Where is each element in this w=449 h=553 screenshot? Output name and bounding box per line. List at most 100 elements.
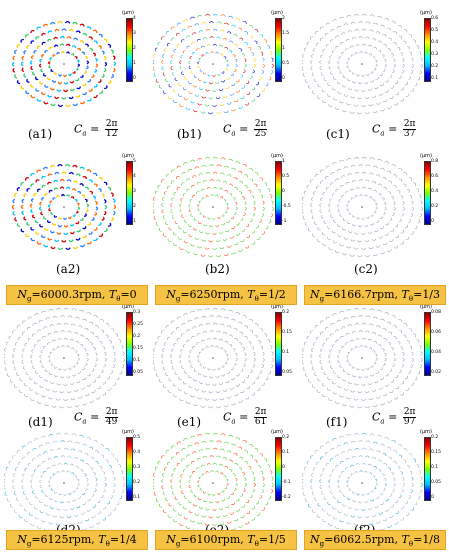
mode-arc — [181, 333, 185, 337]
mode-arc — [75, 361, 79, 365]
mode-arc — [162, 233, 167, 237]
mode-arc — [361, 217, 365, 220]
mode-arc — [198, 57, 202, 61]
mode-arc — [208, 255, 214, 258]
mode-arc — [12, 55, 16, 61]
mode-arc — [21, 360, 24, 365]
ca-formula-b1: Ca = 2π 25 — [223, 119, 268, 139]
mode-arc — [75, 237, 81, 241]
mode-arc — [310, 330, 314, 334]
mode-arc — [57, 104, 64, 108]
mode-arc — [56, 89, 62, 92]
mode-arc — [229, 344, 233, 348]
mode-arc — [395, 80, 399, 85]
mode-arc — [414, 501, 418, 506]
panel-d1: (μm) 0.3 0.25 0.2 0.15 0.1 0.05 — [4, 300, 144, 412]
mode-arc — [30, 237, 36, 242]
mode-arc — [413, 458, 417, 463]
mode-arc — [49, 372, 53, 375]
mode-arc — [375, 63, 378, 67]
mode-arc — [77, 496, 81, 499]
mode-arc — [201, 515, 207, 518]
panel-label-b1: (b1) — [177, 127, 202, 141]
mode-arc — [196, 38, 201, 42]
mode-arc — [254, 459, 258, 464]
mode-arc — [368, 347, 372, 350]
mode-arc — [271, 351, 274, 356]
mode-arc — [335, 188, 339, 192]
mode-arc — [357, 97, 363, 100]
mode-arc — [366, 367, 370, 370]
mode-arc — [162, 366, 166, 371]
mode-arc — [249, 35, 254, 39]
mode-arc — [193, 368, 197, 372]
mode-arc — [350, 96, 356, 99]
mode-arc — [171, 54, 174, 59]
mode-arc — [340, 336, 344, 339]
mode-arc — [202, 456, 208, 459]
mode-arc — [240, 217, 244, 221]
mode-arc — [95, 482, 98, 487]
mode-arc — [36, 169, 42, 173]
mode-arc — [265, 225, 269, 230]
mode-arc — [58, 368, 62, 371]
mode-arc — [60, 440, 65, 443]
mode-arc — [345, 342, 349, 345]
mode-arc — [338, 350, 342, 354]
mode-arc — [228, 434, 233, 438]
mode-arc — [223, 253, 229, 257]
mode-arc — [173, 468, 177, 472]
colorbar-tick: 0.6 — [431, 174, 439, 179]
mode-arc — [73, 389, 79, 392]
mode-arc — [161, 485, 164, 490]
mode-arc — [361, 508, 366, 511]
mode-arc — [29, 501, 33, 505]
mode-arc — [56, 508, 61, 511]
mode-arc — [310, 66, 313, 71]
mode-arc — [183, 240, 189, 244]
mode-arc — [16, 187, 20, 192]
mode-arc — [98, 45, 102, 50]
mode-arc — [170, 354, 173, 359]
mode-arc — [409, 470, 413, 475]
mode-arc — [354, 52, 358, 55]
mode-arc — [63, 398, 68, 401]
mode-arc — [354, 471, 358, 474]
mode-arc — [332, 19, 337, 23]
mode-arc — [179, 522, 184, 526]
mode-arc — [402, 351, 405, 356]
mode-arc — [218, 88, 224, 91]
colorbar-tick: -0.1 — [282, 480, 291, 485]
fraction: 2π 25 — [253, 119, 268, 139]
mode-arc — [240, 74, 244, 78]
mode-arc — [86, 65, 89, 70]
mode-arc — [339, 213, 343, 217]
mode-arc — [234, 44, 238, 48]
mode-arc — [349, 111, 355, 114]
mode-arc — [218, 507, 224, 510]
mode-arc — [50, 211, 54, 215]
mode-arc — [342, 84, 347, 88]
mode-arc — [221, 213, 225, 217]
mode-arc — [375, 521, 381, 524]
mode-arc — [265, 376, 269, 381]
mode-arc — [367, 88, 373, 91]
mode-arc — [393, 325, 397, 329]
mode-arc — [259, 369, 262, 374]
mode-arc — [267, 188, 271, 193]
mode-arc — [35, 370, 39, 374]
mode-arc — [49, 87, 55, 91]
mode-arc — [390, 504, 394, 508]
mode-arc — [212, 383, 217, 386]
mode-arc — [388, 331, 392, 335]
mode-arc — [352, 72, 356, 75]
mode-arc — [40, 475, 44, 479]
mode-arc — [165, 372, 169, 377]
mode-arc — [319, 66, 322, 71]
mode-arc — [380, 108, 385, 112]
mode-arc — [224, 210, 228, 214]
mode-arc — [21, 485, 24, 490]
mode-arc — [393, 63, 396, 68]
mode-arc — [167, 238, 172, 242]
mode-arc — [29, 387, 33, 391]
